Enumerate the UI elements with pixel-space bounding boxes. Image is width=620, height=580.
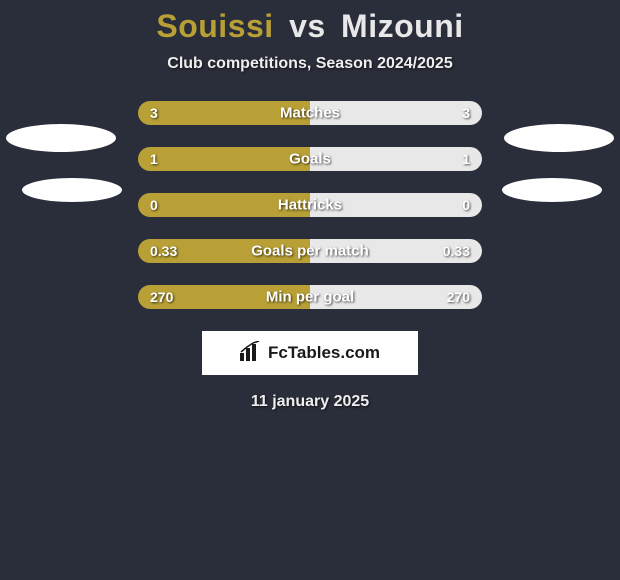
subtitle: Club competitions, Season 2024/2025 <box>0 55 620 73</box>
vs-text: vs <box>289 8 326 44</box>
date: 11 january 2025 <box>0 393 620 411</box>
brand-text: FcTables.com <box>268 343 380 363</box>
decor-ellipse-left-1 <box>6 124 116 152</box>
stat-value-right: 270 <box>447 289 470 305</box>
stat-value-left: 0 <box>150 197 158 213</box>
stat-value-right: 1 <box>462 151 470 167</box>
stat-bars: 3 Matches 3 1 Goals 1 0 Hattricks 0 0.33… <box>138 101 482 309</box>
stat-label: Hattricks <box>278 197 342 214</box>
decor-ellipse-right-1 <box>504 124 614 152</box>
stat-label: Min per goal <box>266 289 354 306</box>
stat-label: Goals per match <box>251 243 369 260</box>
stat-value-left: 270 <box>150 289 173 305</box>
stat-value-left: 1 <box>150 151 158 167</box>
bar-right <box>310 147 482 171</box>
stat-row-matches: 3 Matches 3 <box>138 101 482 125</box>
brand-box: FcTables.com <box>202 331 418 375</box>
stat-row-min-per-goal: 270 Min per goal 270 <box>138 285 482 309</box>
stat-row-goals-per-match: 0.33 Goals per match 0.33 <box>138 239 482 263</box>
stat-value-left: 3 <box>150 105 158 121</box>
stat-row-hattricks: 0 Hattricks 0 <box>138 193 482 217</box>
stat-value-right: 0 <box>462 197 470 213</box>
stat-label: Matches <box>280 105 340 122</box>
decor-ellipse-left-2 <box>22 178 122 202</box>
decor-ellipse-right-2 <box>502 178 602 202</box>
stat-value-right: 3 <box>462 105 470 121</box>
stat-value-left: 0.33 <box>150 243 177 259</box>
player2-name: Mizouni <box>341 8 464 44</box>
bar-left <box>138 147 310 171</box>
player1-name: Souissi <box>156 8 273 44</box>
bar-chart-icon <box>240 341 262 366</box>
stat-row-goals: 1 Goals 1 <box>138 147 482 171</box>
stat-label: Goals <box>289 151 331 168</box>
comparison-title: Souissi vs Mizouni <box>0 0 620 45</box>
stat-value-right: 0.33 <box>443 243 470 259</box>
